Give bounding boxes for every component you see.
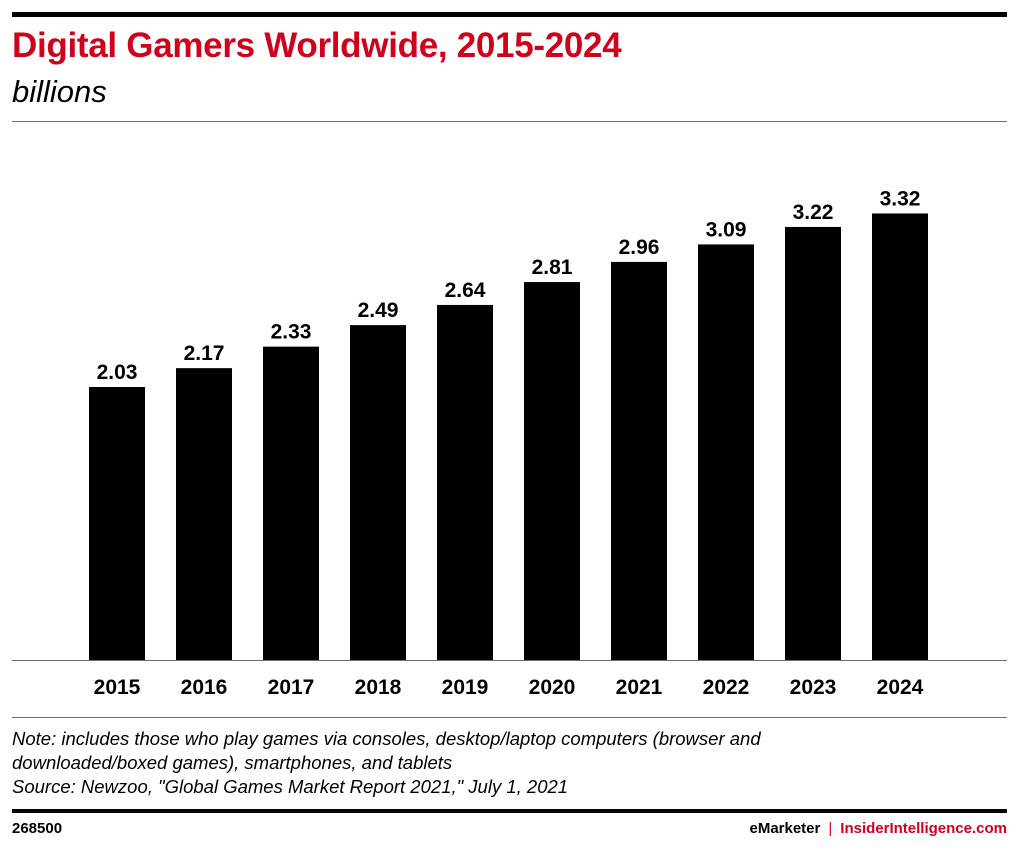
value-label-2021: 2.96 [619,236,660,259]
x-tick-2016: 2016 [181,676,228,699]
x-tick-2023: 2023 [790,676,837,699]
value-label-2020: 2.81 [532,256,573,279]
bar-2019 [437,304,493,660]
x-tick-2019: 2019 [442,676,489,699]
x-tick-2017: 2017 [268,676,315,699]
x-tick-2021: 2021 [616,676,663,699]
bar-2015 [89,386,145,660]
chart-subtitle: billions [12,74,107,109]
note-line-2: downloaded/boxed games), smartphones, an… [12,752,453,773]
x-tick-2020: 2020 [529,676,576,699]
value-label-2018: 2.49 [358,299,399,322]
x-tick-2022: 2022 [703,676,750,699]
bar-chart: 2.03 2015 2.17 2016 2.33 2017 2.49 2018 2.64 2019… [12,187,1007,699]
value-label-2024: 3.32 [880,187,921,210]
source-line: Source: Newzoo, "Global Games Market Rep… [12,776,569,797]
value-label-2019: 2.64 [445,279,486,302]
note-line-1: Note: includes those who play games via … [12,728,761,749]
top-rule [12,12,1007,17]
bar-2017 [263,346,319,660]
brand-insider-intelligence: InsiderIntelligence.com [840,820,1007,837]
footnote: Note: includes those who play games via … [12,727,1007,799]
footnote-divider [12,717,1007,718]
value-label-2015: 2.03 [97,361,138,384]
chart-id: 268500 [12,820,63,837]
value-label-2022: 3.09 [706,218,747,241]
bar-2018 [350,325,406,660]
brand-separator: | [828,820,833,837]
header-divider [12,121,1007,122]
bar-2021 [611,261,667,660]
bar-2023 [785,226,841,660]
x-tick-2024: 2024 [877,676,924,699]
bar-2022 [698,244,754,660]
brand-emarketer: eMarketer [749,820,821,837]
bar-2024 [872,213,928,660]
bar-2016 [176,368,232,660]
value-label-2016: 2.17 [184,342,225,365]
x-tick-2015: 2015 [94,676,141,699]
value-label-2017: 2.33 [271,321,312,344]
brand-footer: eMarketer | InsiderIntelligence.com [749,820,1007,837]
bar-2020 [524,282,580,660]
chart-title: Digital Gamers Worldwide, 2015-2024 [12,26,622,65]
bottom-rule [12,809,1007,813]
x-tick-2018: 2018 [355,676,402,699]
value-label-2023: 3.22 [793,201,834,224]
